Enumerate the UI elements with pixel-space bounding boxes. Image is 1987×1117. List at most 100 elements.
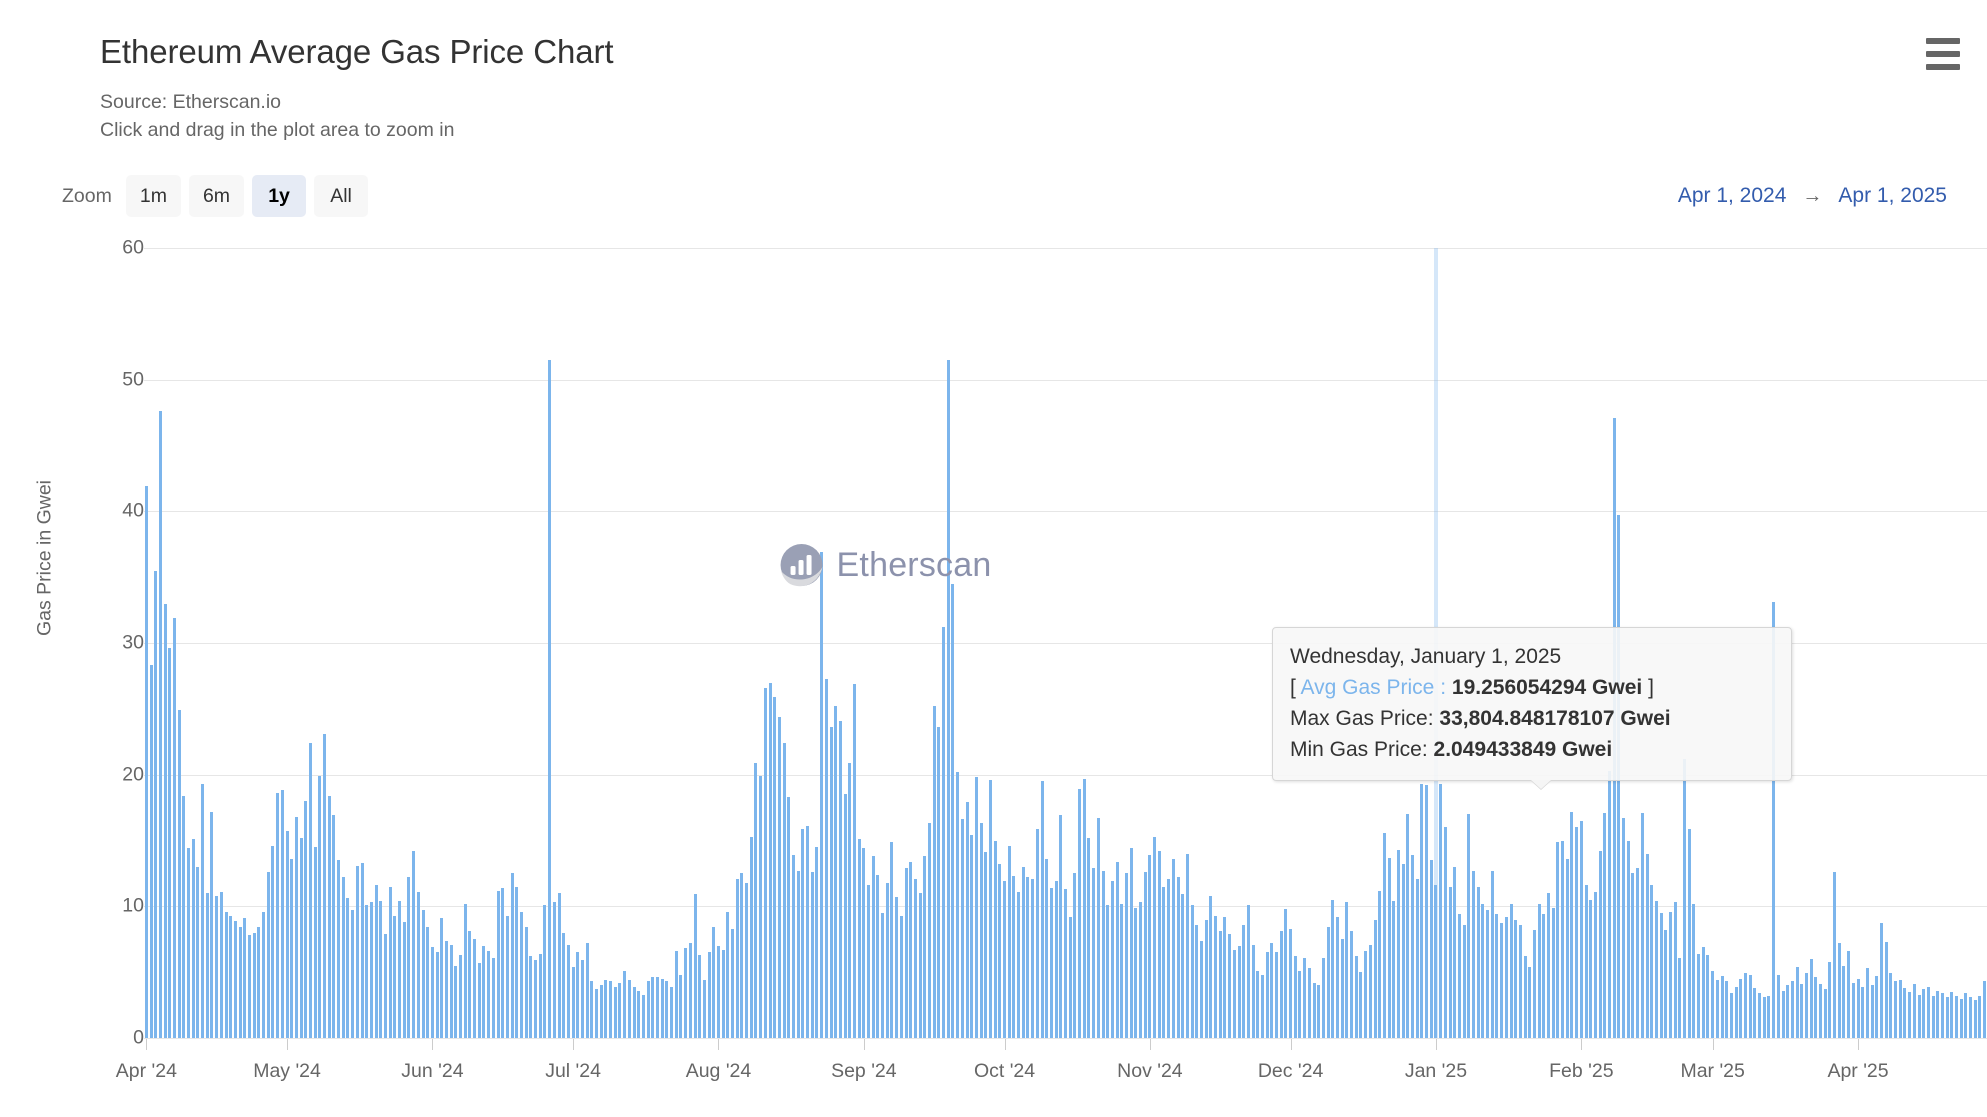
- bar[interactable]: [834, 706, 838, 1038]
- bar[interactable]: [341, 877, 345, 1038]
- bar[interactable]: [1110, 881, 1114, 1038]
- bar[interactable]: [1509, 903, 1513, 1038]
- bar[interactable]: [201, 783, 205, 1038]
- bar[interactable]: [294, 816, 298, 1038]
- bar[interactable]: [1898, 980, 1902, 1038]
- bar[interactable]: [243, 918, 247, 1038]
- bar[interactable]: [1659, 912, 1663, 1038]
- bar[interactable]: [942, 627, 946, 1038]
- bar[interactable]: [1495, 914, 1499, 1038]
- bar[interactable]: [1767, 995, 1771, 1038]
- bar[interactable]: [1500, 923, 1504, 1038]
- bar[interactable]: [510, 873, 514, 1038]
- bar[interactable]: [1790, 981, 1794, 1038]
- bar[interactable]: [773, 696, 777, 1038]
- bar[interactable]: [1157, 851, 1161, 1038]
- bar[interactable]: [735, 878, 739, 1038]
- bar[interactable]: [1354, 956, 1358, 1038]
- bar[interactable]: [1486, 910, 1490, 1038]
- bar[interactable]: [998, 864, 1002, 1038]
- bar[interactable]: [1415, 878, 1419, 1038]
- bar[interactable]: [1800, 984, 1804, 1038]
- bar[interactable]: [843, 794, 847, 1038]
- bar[interactable]: [1021, 866, 1025, 1038]
- bar[interactable]: [346, 898, 350, 1038]
- bar[interactable]: [1795, 966, 1799, 1038]
- bar[interactable]: [1547, 893, 1551, 1038]
- bar[interactable]: [1908, 991, 1912, 1038]
- bar[interactable]: [1912, 984, 1916, 1038]
- bar[interactable]: [1528, 966, 1532, 1038]
- bar[interactable]: [1359, 972, 1363, 1038]
- bar[interactable]: [806, 826, 810, 1038]
- bar[interactable]: [552, 902, 556, 1038]
- bar[interactable]: [374, 885, 378, 1038]
- bar[interactable]: [1922, 989, 1926, 1038]
- bar[interactable]: [674, 951, 678, 1038]
- bar[interactable]: [1373, 919, 1377, 1038]
- bar[interactable]: [257, 927, 261, 1038]
- bar[interactable]: [641, 994, 645, 1038]
- bar[interactable]: [1228, 933, 1232, 1038]
- bar[interactable]: [1115, 861, 1119, 1038]
- bar[interactable]: [759, 775, 763, 1038]
- bar[interactable]: [1490, 870, 1494, 1038]
- bar[interactable]: [656, 977, 659, 1038]
- bar[interactable]: [1345, 902, 1349, 1038]
- bar[interactable]: [1851, 982, 1855, 1038]
- bar[interactable]: [1382, 832, 1386, 1038]
- bar[interactable]: [1350, 931, 1354, 1038]
- bar[interactable]: [524, 927, 528, 1038]
- bar[interactable]: [1420, 783, 1424, 1038]
- bar[interactable]: [1523, 956, 1527, 1038]
- bar[interactable]: [1589, 899, 1593, 1038]
- bar[interactable]: [421, 910, 425, 1038]
- bar[interactable]: [928, 823, 931, 1038]
- bar[interactable]: [1143, 872, 1147, 1038]
- bar[interactable]: [365, 905, 369, 1038]
- bar[interactable]: [1223, 916, 1227, 1038]
- bar[interactable]: [1575, 827, 1579, 1038]
- bar[interactable]: [1819, 984, 1823, 1038]
- bar[interactable]: [712, 927, 716, 1038]
- bar[interactable]: [1298, 970, 1302, 1038]
- bar[interactable]: [1697, 953, 1701, 1038]
- bar[interactable]: [1715, 980, 1719, 1038]
- bar[interactable]: [913, 878, 917, 1038]
- bar[interactable]: [604, 980, 608, 1038]
- bar[interactable]: [505, 915, 509, 1038]
- bar[interactable]: [1692, 903, 1696, 1038]
- bar[interactable]: [731, 928, 735, 1038]
- bar[interactable]: [937, 727, 941, 1038]
- bar[interactable]: [1551, 907, 1555, 1038]
- bar[interactable]: [1950, 991, 1954, 1038]
- bar[interactable]: [1894, 981, 1898, 1038]
- bar[interactable]: [993, 840, 997, 1038]
- bar[interactable]: [1275, 952, 1279, 1038]
- bar[interactable]: [970, 835, 974, 1038]
- bar[interactable]: [491, 957, 495, 1038]
- bar[interactable]: [229, 915, 233, 1038]
- bar[interactable]: [698, 955, 702, 1038]
- bar[interactable]: [538, 953, 542, 1038]
- bar[interactable]: [1124, 873, 1128, 1038]
- bar[interactable]: [960, 819, 964, 1038]
- bar[interactable]: [1828, 961, 1832, 1038]
- bar[interactable]: [1584, 885, 1588, 1038]
- bar[interactable]: [1837, 943, 1841, 1038]
- bar[interactable]: [426, 927, 430, 1038]
- bar[interactable]: [1955, 995, 1959, 1038]
- bar[interactable]: [191, 839, 195, 1038]
- bar[interactable]: [1401, 864, 1405, 1038]
- bar[interactable]: [585, 943, 589, 1038]
- bar[interactable]: [534, 960, 538, 1038]
- bar[interactable]: [172, 617, 176, 1038]
- bar[interactable]: [482, 945, 486, 1038]
- bar[interactable]: [369, 902, 373, 1038]
- bar[interactable]: [407, 877, 411, 1038]
- bar[interactable]: [459, 955, 463, 1038]
- bar[interactable]: [1017, 891, 1021, 1038]
- bar[interactable]: [1931, 995, 1935, 1038]
- bar[interactable]: [1847, 951, 1851, 1038]
- bar[interactable]: [946, 359, 950, 1038]
